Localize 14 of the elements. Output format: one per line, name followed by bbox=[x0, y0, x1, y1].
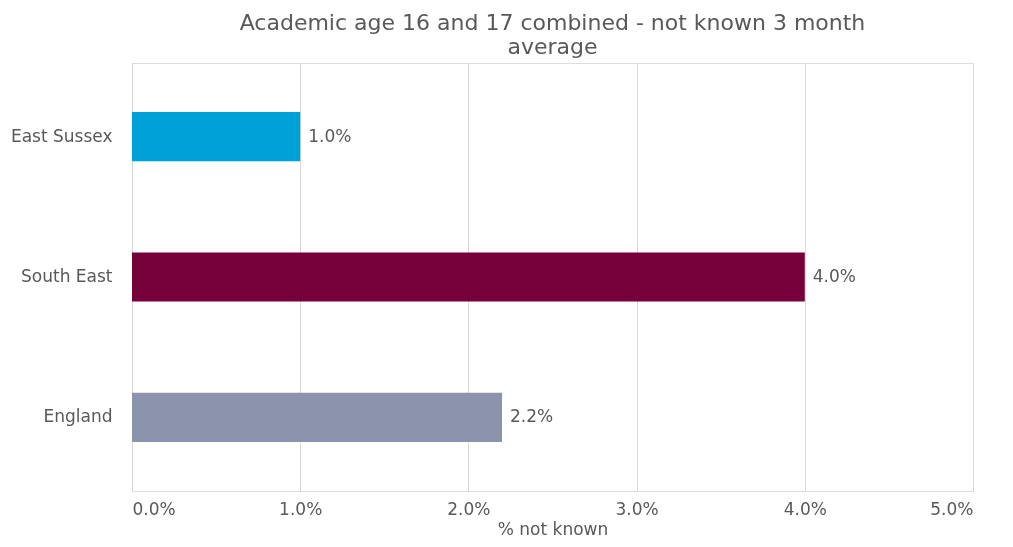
data-label: 2.2% bbox=[510, 406, 554, 427]
x-tick-label: 4.0% bbox=[783, 498, 827, 519]
y-tick-label: South East bbox=[21, 266, 113, 286]
x-axis-title: % not known bbox=[497, 518, 609, 539]
data-label: 1.0% bbox=[308, 125, 352, 146]
x-tick-label: 1.0% bbox=[279, 498, 323, 519]
chart-title: Academic age 16 and 17 combined - not known 3 month average bbox=[239, 10, 866, 59]
y-tick-label: England bbox=[43, 406, 113, 427]
y-tick-label: East Sussex bbox=[10, 125, 113, 146]
x-tick-label: 0.0% bbox=[132, 498, 176, 519]
x-tick-label: 5.0% bbox=[930, 498, 974, 519]
x-tick-label: 2.0% bbox=[447, 498, 491, 519]
x-tick-label: 3.0% bbox=[615, 498, 659, 519]
data-label: 4.0% bbox=[812, 266, 856, 286]
